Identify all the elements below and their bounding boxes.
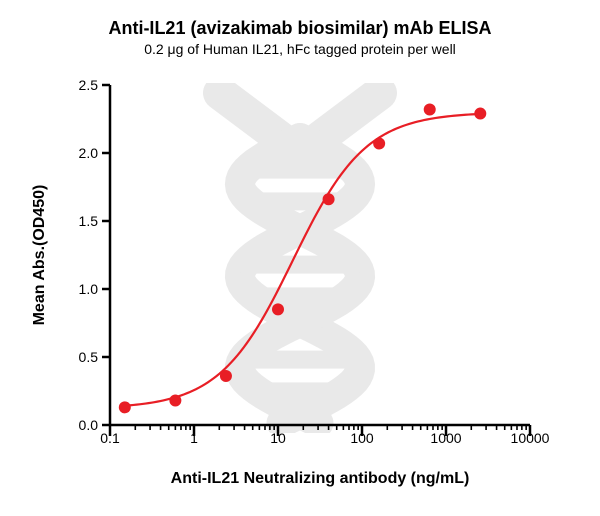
data-point	[119, 401, 131, 413]
plot-area	[110, 85, 530, 425]
y-tick-label: 1.5	[79, 213, 98, 229]
data-point	[169, 395, 181, 407]
chart-subtitle: 0.2 μg of Human IL21, hFc tagged protein…	[0, 41, 600, 57]
y-axis-label: Mean Abs.(OD450)	[31, 185, 49, 326]
y-tick-label: 0.5	[79, 349, 98, 365]
x-tick-label: 1000	[430, 430, 461, 446]
chart-container: Anti-IL21 (avizakimab biosimilar) mAb EL…	[0, 0, 600, 516]
y-tick-label: 2.5	[79, 77, 98, 93]
data-point	[220, 370, 232, 382]
data-point	[373, 137, 385, 149]
subtitle-suffix: g of Human IL21, hFc tagged protein per …	[176, 41, 456, 57]
y-tick-label: 2.0	[79, 145, 98, 161]
x-tick-label: 100	[350, 430, 373, 446]
data-point	[323, 193, 335, 205]
x-tick-label: 0.1	[100, 430, 119, 446]
x-tick-label: 1	[190, 430, 198, 446]
x-tick-label: 10	[270, 430, 286, 446]
data-point	[424, 103, 436, 115]
subtitle-mu: μ	[168, 41, 176, 57]
y-tick-label: 1.0	[79, 281, 98, 297]
subtitle-prefix: 0.2	[144, 41, 167, 57]
data-point	[272, 303, 284, 315]
x-tick-label: 10000	[511, 430, 550, 446]
y-tick-label: 0.0	[79, 417, 98, 433]
data-point	[474, 108, 486, 120]
fit-curve	[125, 114, 481, 406]
x-axis-label: Anti-IL21 Neutralizing antibody (ng/mL)	[171, 470, 470, 488]
title-block: Anti-IL21 (avizakimab biosimilar) mAb EL…	[0, 18, 600, 57]
plot-svg	[110, 85, 530, 425]
chart-title: Anti-IL21 (avizakimab biosimilar) mAb EL…	[0, 18, 600, 39]
